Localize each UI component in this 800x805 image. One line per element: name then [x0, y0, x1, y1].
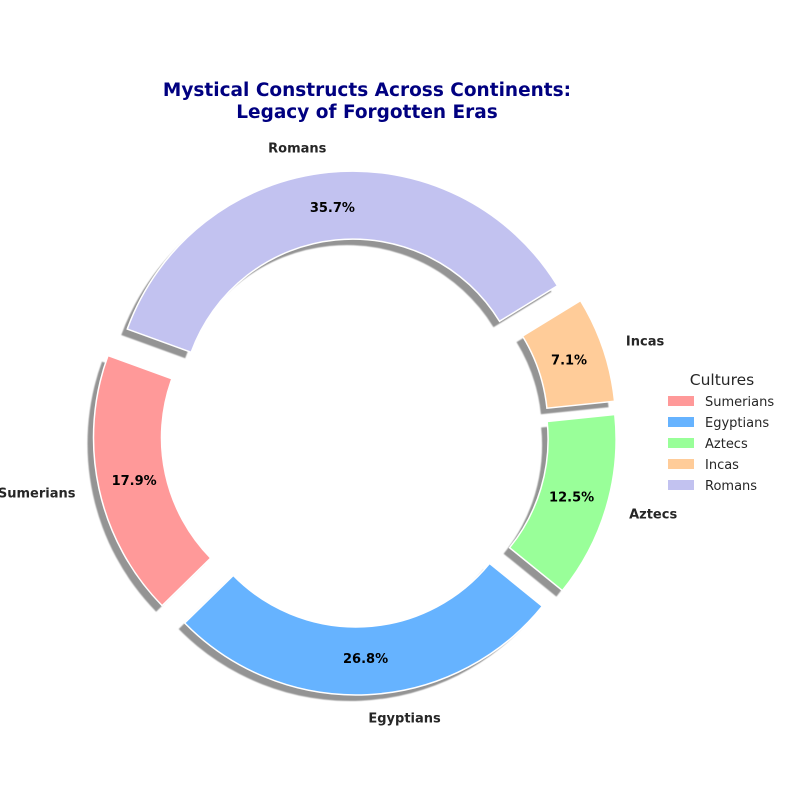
legend-swatch-aztecs	[668, 438, 694, 448]
percent-label-romans: 35.7%	[310, 201, 355, 216]
legend-swatch-romans	[668, 480, 694, 490]
legend-label-romans: Romans	[705, 479, 757, 494]
legend-label-egyptians: Egyptians	[705, 416, 769, 431]
percent-label-aztecs: 12.5%	[549, 490, 594, 505]
slice-egyptians	[183, 562, 544, 696]
legend-label-aztecs: Aztecs	[705, 437, 748, 452]
percent-label-sumerians: 17.9%	[112, 474, 157, 489]
percent-label-egyptians: 26.8%	[343, 652, 388, 667]
slice-label-romans: Romans	[268, 141, 327, 156]
slice-label-aztecs: Aztecs	[629, 508, 677, 523]
chart-title-line-1: Mystical Constructs Across Continents:	[163, 80, 571, 101]
slice-label-incas: Incas	[626, 334, 665, 349]
slice-incas	[521, 299, 616, 410]
percent-label-incas: 7.1%	[551, 354, 587, 369]
legend-label-incas: Incas	[705, 458, 739, 473]
legend-label-sumerians: Sumerians	[705, 395, 774, 410]
slice-labels: Sumerians 17.9% Egyptians 26.8% Aztecs 12.5% I…	[0, 141, 677, 726]
chart-title-line-2: Legacy of Forgotten Eras	[236, 102, 498, 123]
slice-label-sumerians: Sumerians	[0, 487, 76, 502]
legend-swatch-sumerians	[668, 396, 694, 406]
slice-sumerians	[92, 354, 212, 607]
legend-swatch-egyptians	[668, 417, 694, 427]
legend: Cultures Sumerians Egyptians Aztecs Incas Ro…	[668, 371, 774, 494]
legend-title: Cultures	[690, 371, 755, 389]
slice-romans	[126, 170, 559, 354]
slices	[92, 170, 617, 696]
slice-aztecs	[508, 413, 617, 592]
slice-label-egyptians: Egyptians	[368, 712, 441, 727]
legend-swatch-incas	[668, 459, 694, 469]
